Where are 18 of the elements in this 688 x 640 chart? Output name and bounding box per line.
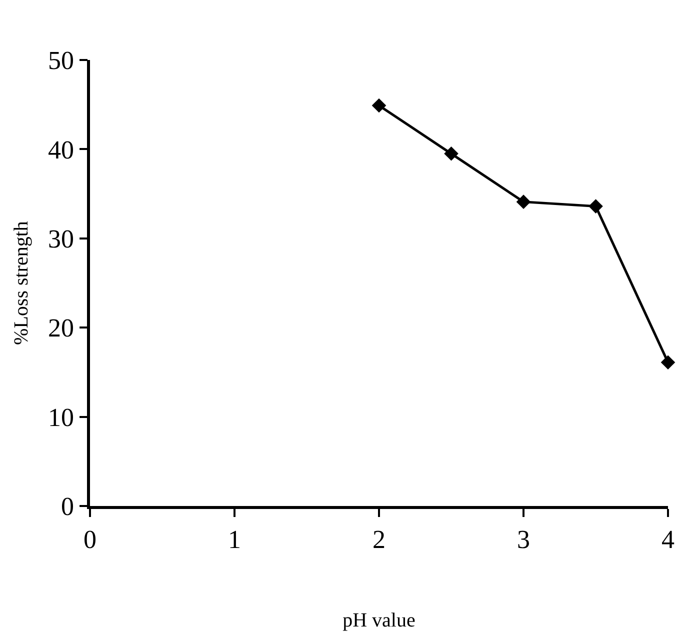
y-tick-label: 40 (48, 135, 74, 164)
x-axis-title: pH value (342, 609, 416, 632)
x-tick-label: 2 (372, 524, 386, 554)
x-tick-label: 0 (84, 524, 96, 554)
x-tick-label: 4 (662, 524, 674, 554)
y-axis-title: %Loss strength (10, 221, 33, 345)
point (588, 199, 603, 214)
x-tick-label: 1 (228, 524, 241, 554)
y-tick-label: 10 (48, 402, 74, 432)
y-tick-label: 30 (48, 224, 74, 254)
y-tick-label: 0 (61, 492, 74, 522)
point (372, 98, 386, 113)
y-tick-label: 50 (48, 46, 74, 76)
point (516, 194, 531, 209)
point (444, 146, 458, 161)
x-tick-label: 3 (517, 524, 530, 554)
point (660, 355, 676, 370)
y-tick-label: 20 (48, 314, 74, 343)
